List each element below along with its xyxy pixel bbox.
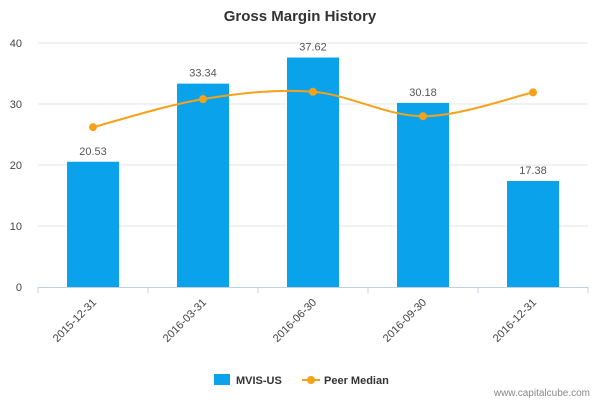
y-tick-label: 30 [10, 99, 22, 111]
bar-2016-09-30 [397, 102, 449, 287]
legend-swatch-mvis [214, 374, 230, 385]
peer-median-point-2016-03-31 [199, 95, 207, 104]
bar-2016-03-31 [177, 83, 229, 287]
x-tick-label: 2016-03-31 [161, 297, 209, 345]
bar-value-label: 17.38 [519, 165, 547, 177]
peer-median-point-2016-09-30 [419, 112, 427, 121]
y-tick-label: 0 [16, 282, 22, 294]
chart-title: Gross Margin History [224, 8, 377, 25]
bar-data-labels: 20.53 33.34 37.62 30.18 17.38 [79, 42, 547, 177]
peer-median-series [89, 87, 537, 132]
bar-value-label: 30.18 [409, 87, 437, 99]
watermark: www.capitalcube.com [493, 388, 590, 399]
legend-swatch-peer-dot [307, 376, 315, 384]
legend: MVIS-US Peer Median [214, 374, 389, 387]
y-tick-label: 10 [10, 221, 22, 233]
legend-label-mvis: MVIS-US [236, 375, 282, 387]
y-axis-ticks: 0 10 20 30 40 [10, 38, 22, 294]
bar-2016-12-31 [507, 180, 559, 287]
bar-value-label: 33.34 [189, 68, 217, 80]
peer-median-point-2015-12-31 [89, 123, 97, 132]
legend-label-peer-median: Peer Median [324, 375, 389, 387]
y-tick-label: 40 [10, 38, 22, 50]
peer-median-point-2016-12-31 [529, 88, 537, 97]
x-tick-label: 2016-12-31 [491, 297, 539, 345]
x-tick-label: 2016-06-30 [271, 297, 319, 345]
peer-median-point-2016-06-30 [309, 87, 317, 96]
bar-value-label: 37.62 [299, 42, 327, 54]
x-tick-label: 2015-12-31 [51, 297, 99, 345]
x-axis-ticks: 2015-12-31 2016-03-31 2016-06-30 2016-09-30… [37, 287, 589, 345]
x-tick-label: 2016-09-30 [381, 297, 429, 345]
bar-2015-12-31 [67, 161, 119, 287]
y-tick-label: 20 [10, 160, 22, 172]
bar-value-label: 20.53 [79, 146, 107, 158]
